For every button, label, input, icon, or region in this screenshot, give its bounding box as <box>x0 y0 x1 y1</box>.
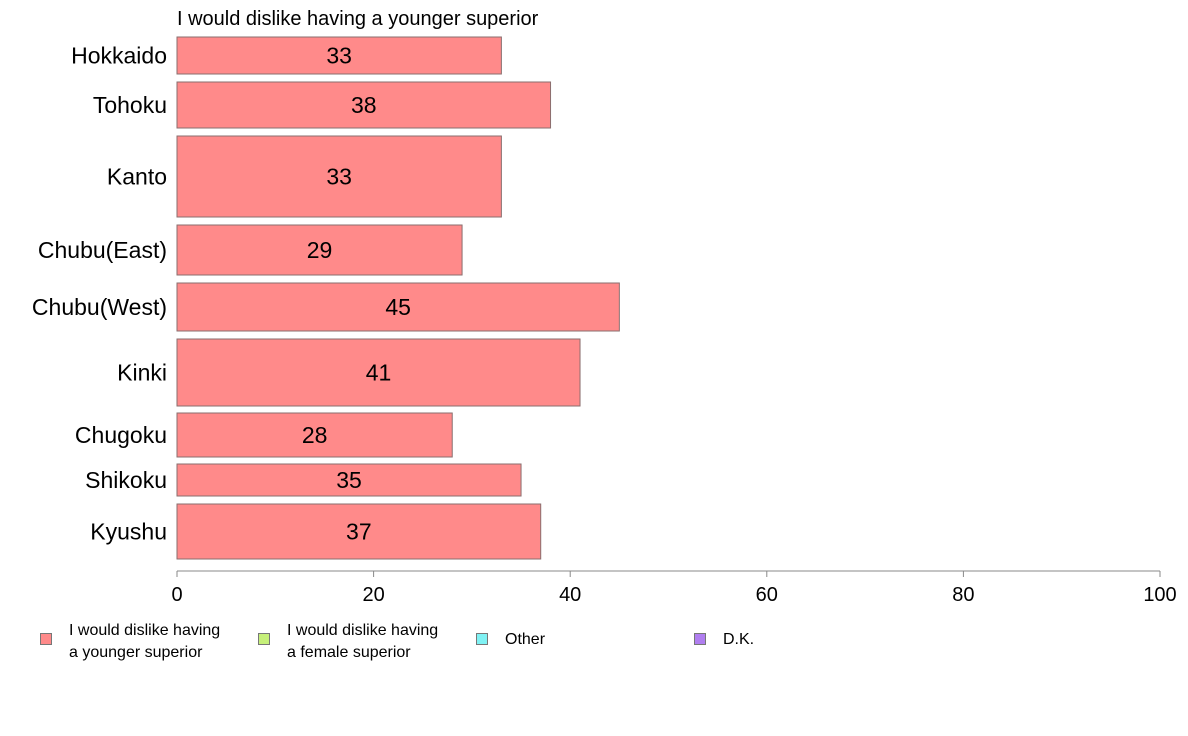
x-tick-label: 80 <box>952 584 974 606</box>
bar-chubu-west <box>176 282 620 332</box>
bar-value-label: 28 <box>302 422 328 448</box>
bar-hokkaido <box>176 36 502 75</box>
bar-value-label: 41 <box>366 360 392 386</box>
bar-value-label: 33 <box>326 164 352 190</box>
legend-label: Other <box>505 631 546 648</box>
bar-kinki <box>176 338 581 407</box>
legend-swatch <box>258 633 270 645</box>
bar-value-label: 45 <box>385 294 411 320</box>
category-label: Tohoku <box>93 92 167 118</box>
category-label: Chugoku <box>75 422 167 448</box>
category-label: Chubu(West) <box>32 294 167 320</box>
legend-item-female-superior: I would dislike having a female superior <box>258 620 438 664</box>
bar-chugoku <box>176 412 453 458</box>
bar-value-label: 29 <box>307 237 333 263</box>
bar-kyushu <box>176 503 542 560</box>
bar-value-label: 35 <box>336 467 362 493</box>
x-tick-label: 40 <box>559 584 581 606</box>
legend-swatch <box>694 633 706 645</box>
category-label: Hokkaido <box>71 43 167 69</box>
bar-shikoku <box>176 463 522 497</box>
legend-label: D.K. <box>723 631 755 648</box>
bar-value-label: 33 <box>326 43 352 69</box>
x-tick-label: 0 <box>171 584 182 606</box>
x-tick-label: 60 <box>756 584 778 606</box>
bar-tohoku <box>176 81 552 129</box>
category-label: Kanto <box>107 164 167 190</box>
x-tick-label: 100 <box>1143 584 1176 606</box>
legend-item-dk: D.K. <box>694 620 754 651</box>
bar-chubu-east <box>176 224 463 276</box>
legend: I would dislike having a younger superio… <box>40 620 1140 670</box>
x-tick-label: 20 <box>362 584 384 606</box>
category-label: Kinki <box>117 360 167 386</box>
legend-swatch <box>476 633 488 645</box>
bar-value-label: 38 <box>351 92 377 118</box>
x-axis: 0 20 40 60 80 100 <box>171 570 1177 606</box>
legend-label: I would dislike having a younger superio… <box>69 622 221 661</box>
chart-title: I would dislike having a younger superio… <box>177 8 539 30</box>
legend-label: I would dislike having a female superior <box>287 622 439 661</box>
category-label: Shikoku <box>85 467 167 493</box>
bars-group: 33 Hokkaido 38 Tohoku 33 Kanto 29 Chubu(East) 45… <box>32 36 620 560</box>
bar-kanto <box>176 135 502 218</box>
category-label: Chubu(East) <box>38 237 167 263</box>
legend-swatch <box>40 633 52 645</box>
legend-item-other: Other <box>476 620 545 651</box>
bar-value-label: 37 <box>346 519 372 545</box>
category-label: Kyushu <box>90 519 167 545</box>
legend-item-younger-superior: I would dislike having a younger superio… <box>40 620 220 664</box>
